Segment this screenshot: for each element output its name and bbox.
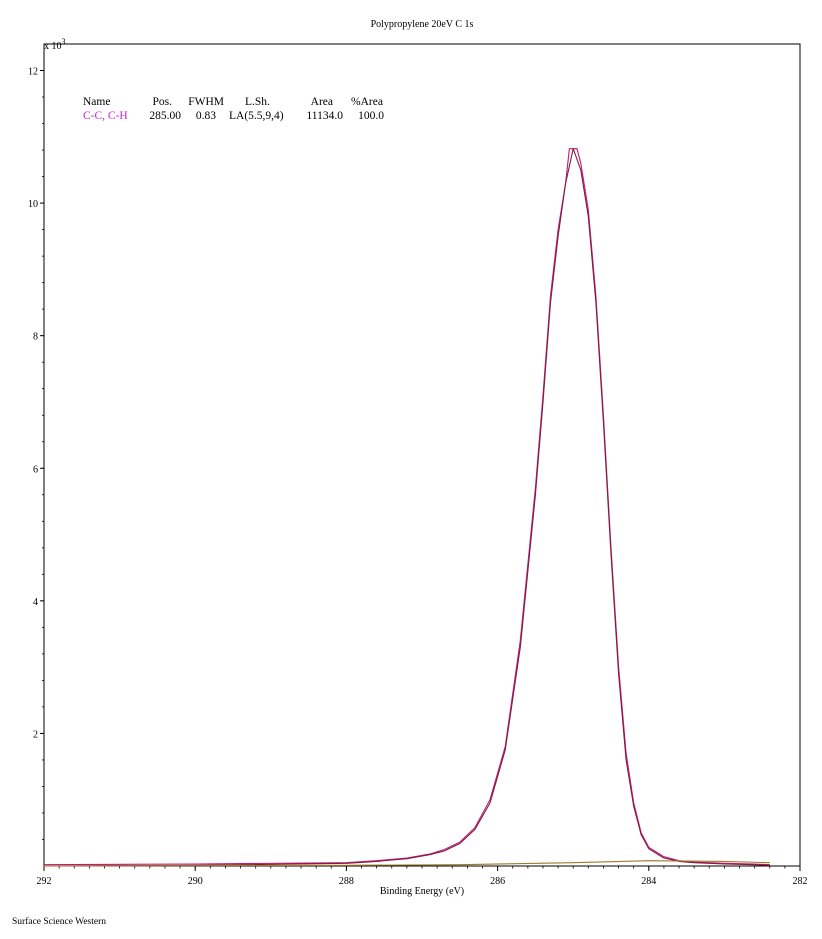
chart-title: Polypropylene 20eV C 1s xyxy=(371,19,474,30)
y-tick-label: 10 xyxy=(28,199,38,210)
y-tick-label: 4 xyxy=(33,597,38,608)
table-header-name: Name xyxy=(83,96,110,108)
x-axis-label: Binding Energy (eV) xyxy=(380,886,464,897)
y-multiplier-base: x 10 xyxy=(44,41,62,52)
y-tick-label: 8 xyxy=(33,332,38,343)
table-row-area: 11134.0 xyxy=(306,110,343,122)
y-tick-label: 6 xyxy=(33,464,38,475)
y-multiplier-exponent: 3 xyxy=(62,37,66,46)
table-header-area: Area xyxy=(311,96,333,108)
axis-ticks: 292 290 288 286 284 282 2 4 6 8 10 12 xyxy=(28,67,808,887)
y-tick-label: 12 xyxy=(28,67,38,78)
series-line-component xyxy=(43,148,770,867)
x-tick-label: 288 xyxy=(339,876,354,887)
plot-frame xyxy=(43,43,801,867)
footer-credit: Surface Science Western xyxy=(12,916,106,927)
series-line-background xyxy=(43,860,770,867)
series-line-envelope xyxy=(43,148,770,866)
table-row-pct-area: 100.0 xyxy=(358,110,384,122)
x-tick-label: 282 xyxy=(793,876,808,887)
table-header-lsh: L.Sh. xyxy=(245,96,270,108)
table-header-pct-area: %Area xyxy=(351,96,383,108)
table-row-fwhm: 0.83 xyxy=(196,110,216,122)
x-tick-label: 284 xyxy=(641,876,656,887)
x-tick-label: 286 xyxy=(490,876,505,887)
x-tick-label: 292 xyxy=(37,876,52,887)
y-tick-label: 2 xyxy=(33,729,38,740)
x-tick-label: 290 xyxy=(188,876,203,887)
component-table: Name Pos. FWHM L.Sh. Area %Area C-C, C-H… xyxy=(83,96,384,122)
table-header-pos: Pos. xyxy=(153,96,173,108)
table-row-name: C-C, C-H xyxy=(83,110,128,122)
chart-series xyxy=(43,148,770,867)
table-header-fwhm: FWHM xyxy=(188,96,224,108)
table-row-lsh: LA(5.5,9,4) xyxy=(229,110,284,122)
y-multiplier-label: x 103 xyxy=(44,37,66,52)
table-row-pos: 285.00 xyxy=(149,110,181,122)
